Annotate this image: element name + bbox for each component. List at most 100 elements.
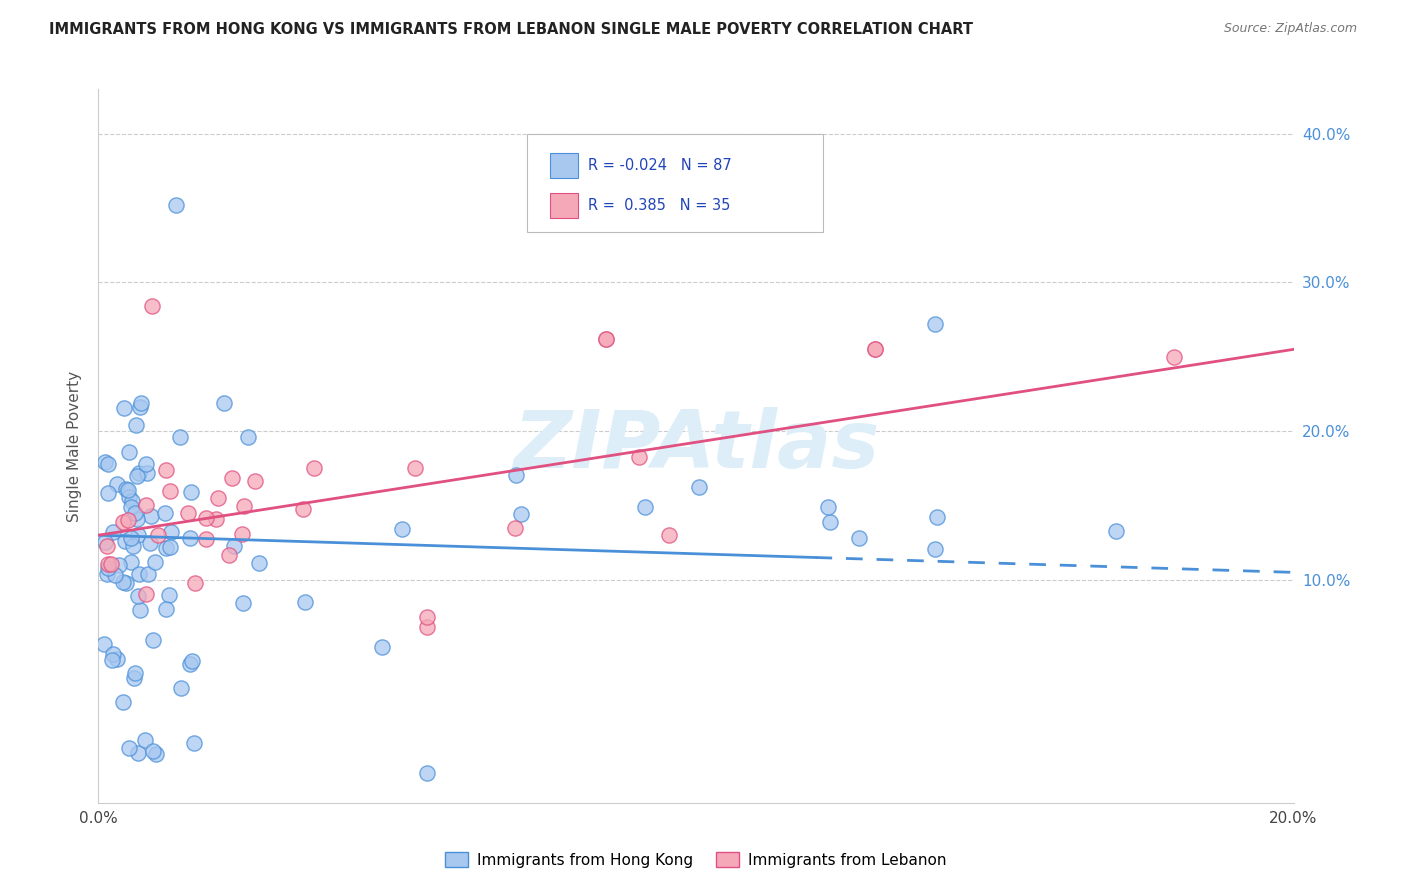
Point: [232, 500, 254, 514]
Point: [371, 640, 394, 655]
Point: [120, 500, 142, 514]
Point: [108, 558, 131, 572]
Point: [224, 539, 246, 553]
Point: [124, 506, 146, 520]
Point: [125, 418, 148, 433]
Point: [159, 525, 181, 540]
Point: [128, 401, 150, 415]
Point: [121, 493, 143, 508]
Point: [105, 652, 128, 666]
Point: [505, 467, 527, 482]
Point: [145, 747, 167, 761]
Point: [169, 430, 191, 444]
Text: Source: ZipAtlas.com: Source: ZipAtlas.com: [1223, 22, 1357, 36]
Point: [195, 511, 218, 525]
Point: [142, 633, 165, 648]
Point: [101, 525, 124, 540]
Point: [157, 588, 180, 602]
Point: [243, 474, 266, 488]
Point: [404, 461, 426, 475]
Point: [148, 528, 170, 542]
Point: [927, 509, 949, 524]
Point: [141, 299, 163, 313]
Point: [112, 574, 135, 589]
Point: [627, 450, 650, 464]
Point: [416, 610, 439, 624]
Text: ZIPAtlas: ZIPAtlas: [513, 407, 879, 485]
Point: [236, 430, 259, 444]
Point: [93, 637, 115, 651]
Text: R = -0.024   N = 87: R = -0.024 N = 87: [588, 158, 731, 172]
Point: [117, 513, 139, 527]
Point: [153, 506, 176, 520]
Point: [231, 527, 253, 541]
Point: [134, 733, 156, 747]
Point: [924, 542, 946, 557]
Legend: Immigrants from Hong Kong, Immigrants from Lebanon: Immigrants from Hong Kong, Immigrants fr…: [439, 846, 953, 873]
Point: [416, 766, 439, 780]
Point: [117, 483, 139, 498]
Point: [135, 499, 157, 513]
Point: [101, 653, 124, 667]
Point: [122, 671, 145, 685]
Point: [103, 568, 125, 582]
Point: [503, 521, 526, 535]
Point: [142, 744, 165, 758]
Point: [247, 556, 270, 570]
Point: [155, 463, 177, 477]
Point: [294, 595, 316, 609]
Point: [112, 401, 135, 415]
Point: [179, 657, 201, 671]
Point: [818, 516, 841, 530]
Point: [128, 567, 150, 582]
Point: [195, 532, 218, 546]
Point: [105, 476, 128, 491]
Point: [221, 470, 243, 484]
Point: [595, 332, 617, 346]
Point: [205, 511, 228, 525]
Point: [117, 491, 139, 505]
Point: [1105, 524, 1128, 538]
Point: [232, 596, 254, 610]
Point: [138, 535, 160, 549]
Point: [218, 548, 240, 562]
Point: [139, 509, 162, 524]
Point: [97, 457, 120, 471]
Point: [180, 485, 202, 500]
Point: [128, 603, 150, 617]
Point: [183, 736, 205, 750]
Point: [97, 561, 120, 575]
Point: [165, 198, 187, 212]
Point: [170, 681, 193, 695]
Point: [117, 741, 139, 756]
Point: [595, 332, 617, 346]
Point: [159, 541, 181, 555]
Point: [97, 558, 120, 572]
Point: [155, 541, 177, 556]
Point: [155, 601, 177, 615]
Point: [135, 457, 157, 471]
Point: [924, 317, 946, 331]
Point: [1163, 350, 1185, 364]
Point: [181, 654, 204, 668]
Point: [128, 467, 150, 481]
Point: [416, 620, 439, 634]
Point: [96, 539, 118, 553]
Point: [159, 483, 181, 498]
Point: [127, 528, 149, 542]
Point: [101, 647, 124, 661]
Point: [509, 508, 531, 522]
Point: [848, 531, 870, 545]
Point: [120, 555, 142, 569]
Point: [634, 500, 657, 514]
Point: [100, 558, 122, 572]
Point: [207, 491, 229, 505]
Y-axis label: Single Male Poverty: Single Male Poverty: [67, 370, 83, 522]
Point: [118, 445, 141, 459]
Point: [865, 343, 887, 357]
Point: [131, 395, 153, 409]
Point: [688, 479, 710, 493]
Point: [136, 466, 159, 480]
Point: [138, 566, 160, 581]
Point: [212, 396, 235, 410]
